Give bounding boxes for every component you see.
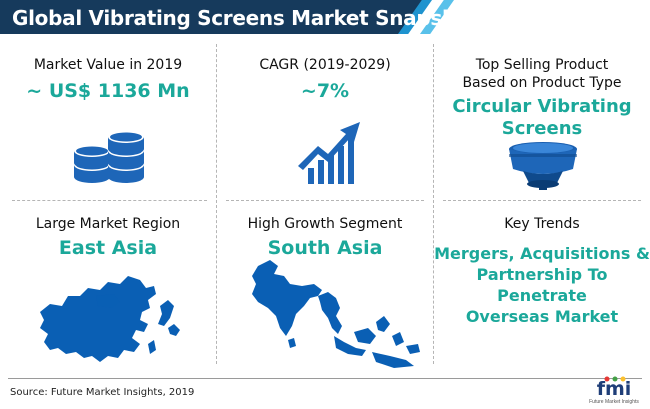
- divider: [226, 200, 424, 201]
- growth-segment-cell: High Growth Segment South Asia: [217, 215, 433, 259]
- market-region-label: Large Market Region: [35, 216, 181, 232]
- top-product-value: Screens: [501, 118, 583, 139]
- south-asia-map-icon: [252, 260, 420, 368]
- divider: [433, 44, 434, 364]
- vibrating-screen-icon: [509, 142, 577, 190]
- market-region-cell: Large Market Region East Asia: [0, 215, 216, 259]
- market-value-value: ~ US$ 1136 Mn: [26, 80, 190, 102]
- fmi-logo: fmi Future Market Insights: [582, 376, 646, 407]
- top-product-label: Top Selling Product: [475, 57, 609, 73]
- east-asia-map-icon: [40, 276, 180, 362]
- market-value-label: Market Value in 2019: [33, 57, 183, 73]
- footer-divider: [8, 378, 642, 379]
- top-product-value: Circular Vibrating: [452, 96, 632, 117]
- top-product-label: Based on Product Type: [462, 75, 622, 91]
- divider: [216, 44, 217, 364]
- divider: [443, 200, 641, 201]
- cagr-value: ~7%: [300, 80, 350, 102]
- market-value-cell: Market Value in 2019 ~ US$ 1136 Mn: [0, 56, 216, 102]
- growth-segment-value: South Asia: [267, 237, 383, 259]
- growth-segment-label: High Growth Segment: [247, 216, 403, 232]
- logo-dots-icon: [604, 376, 626, 382]
- page-title: Global Vibrating Screens Market Snapshot: [12, 6, 479, 30]
- top-product-cell: Top Selling Product Based on Product Typ…: [434, 56, 650, 140]
- logo-text: fmi: [596, 378, 632, 400]
- key-trends-label: Key Trends: [504, 216, 580, 232]
- market-region-value: East Asia: [58, 237, 158, 259]
- divider: [12, 200, 207, 201]
- cagr-label: CAGR (2019-2029): [259, 57, 391, 73]
- header-bar: Global Vibrating Screens Market Snapshot: [0, 0, 650, 34]
- key-trends-value: Overseas Market: [465, 307, 619, 326]
- logo-subtext: Future Market Insights: [589, 399, 639, 405]
- coin-stack-icon: [74, 131, 144, 183]
- source-text: Source: Future Market Insights, 2019: [10, 387, 195, 398]
- key-trends-value: Mergers, Acquisitions &: [434, 244, 650, 263]
- key-trends-value: Partnership To Penetrate: [476, 265, 608, 305]
- header-background: [0, 0, 425, 34]
- growth-chart-icon: [298, 122, 360, 184]
- key-trends-cell: Key Trends Mergers, Acquisitions & Partn…: [434, 215, 650, 327]
- cagr-cell: CAGR (2019-2029) ~7%: [217, 56, 433, 102]
